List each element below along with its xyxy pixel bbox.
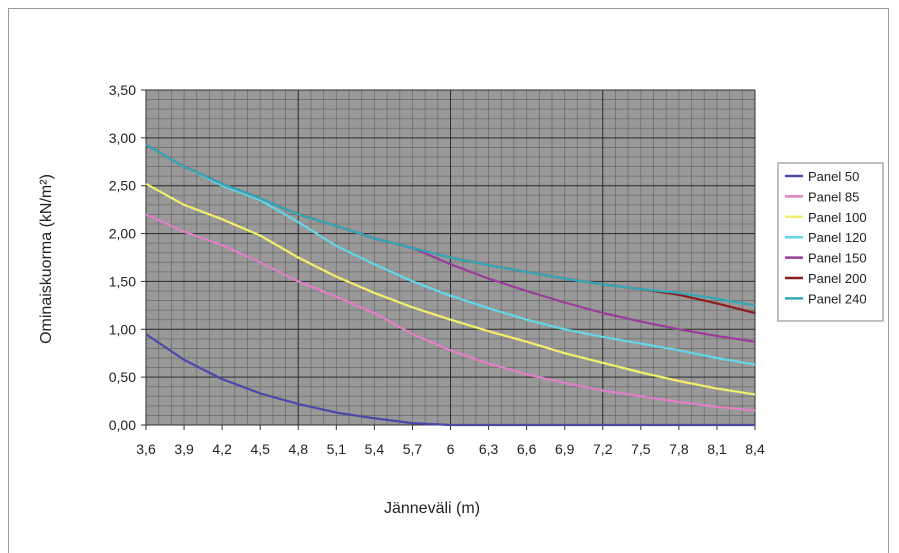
x-tick-label: 6 [447,441,455,457]
x-tick-label: 3,6 [136,441,156,457]
series-line-panel-240 [145,143,756,307]
x-tick-label: 6,3 [479,441,499,457]
legend-label-panel-50: Panel 50 [808,169,859,184]
series-line-panel-50 [145,333,755,427]
series-line-panel-100 [145,182,756,396]
y-tick-label: 2,00 [109,226,136,242]
x-tick-label: 4,2 [212,441,232,457]
x-axis-ticks: 3,6 3,9 4,2 4,5 4,8 5,1 5,4 5,7 6 6,3 6,6 6,9 7,2 7,5… [136,425,765,457]
major-grid [145,89,756,426]
x-tick-label: 8,4 [745,441,765,457]
legend-label-panel-120: Panel 120 [808,230,867,245]
chart-frame [8,8,889,553]
y-axis-label: Ominaiskuorma (kN/m²) [38,174,55,344]
x-tick-label: 7,5 [631,441,651,457]
x-tick-label: 3,9 [174,441,194,457]
x-tick-label: 5,7 [403,441,423,457]
x-tick-label: 7,2 [593,441,613,457]
x-tick-label: 5,1 [327,441,347,457]
y-tick-label: 0,50 [109,369,136,385]
x-tick-label: 8,1 [707,441,727,457]
x-axis-label: Jänneväli (m) [384,500,480,517]
legend-label-panel-240: Panel 240 [808,291,867,306]
x-tick-label: 6,6 [517,441,537,457]
legend-label-panel-100: Panel 100 [808,210,867,225]
legend-entries: Panel 50 Panel 85 Panel 100 Panel 120 Panel … [785,169,867,306]
legend-label-panel-200: Panel 200 [808,271,867,286]
legend-label-panel-150: Panel 150 [808,251,867,266]
y-tick-label: 1,00 [109,321,136,337]
x-tick-label: 6,9 [555,441,575,457]
y-axis-ticks: 0,00 0,50 1,00 1,50 2,00 2,50 3,00 3,50 [109,82,146,433]
y-tick-label: 3,00 [109,130,136,146]
legend: Panel 50 Panel 85 Panel 100 Panel 120 Panel … [777,162,884,322]
series-lines [145,143,756,427]
series-line-panel-120 [145,143,756,366]
y-tick-label: 1,50 [109,273,136,289]
x-tick-label: 4,5 [250,441,270,457]
series-line-panel-85 [145,213,756,412]
legend-label-panel-85: Panel 85 [808,189,859,204]
y-tick-label: 3,50 [109,82,136,98]
x-tick-label: 4,8 [289,441,309,457]
x-tick-label: 7,8 [669,441,689,457]
y-tick-label: 0,00 [109,417,136,433]
x-tick-label: 5,4 [365,441,385,457]
legend-box [777,162,884,322]
y-tick-label: 2,50 [109,178,136,194]
